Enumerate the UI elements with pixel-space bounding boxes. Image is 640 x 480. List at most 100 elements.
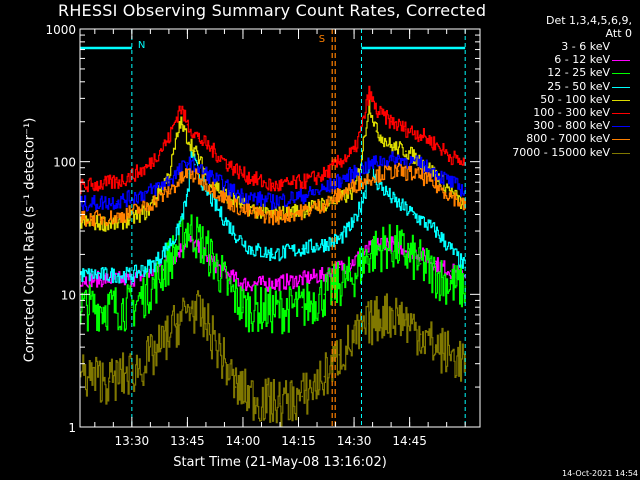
data-point-4-18 [375, 130, 378, 132]
legend-swatch-3 [612, 86, 630, 88]
data-point-2-2 [153, 283, 155, 285]
data-point-3-11 [271, 253, 274, 256]
data-point-5-9 [242, 173, 244, 176]
data-point-6-13 [353, 172, 355, 174]
data-point-7-5 [197, 177, 200, 179]
data-point-0-4 [186, 253, 189, 256]
series-line-2 [80, 214, 466, 335]
plot-clip-group [80, 29, 467, 427]
data-point-5-1 [116, 181, 118, 183]
data-point-8-19 [434, 346, 437, 348]
plot-area: NS [80, 29, 467, 427]
data-point-3-8 [219, 213, 222, 216]
data-point-8-5 [190, 306, 192, 309]
data-point-5-3 [168, 137, 170, 140]
data-point-2-4 [186, 226, 189, 229]
data-point-1-8 [242, 283, 244, 285]
y-tick-label-1: 10 [61, 288, 76, 302]
data-point-1-10 [301, 278, 304, 281]
data-point-7-16 [419, 175, 422, 177]
data-point-4-6 [194, 150, 196, 152]
data-point-4-5 [182, 130, 185, 132]
data-point-7-10 [301, 210, 304, 213]
data-point-0-3 [171, 283, 174, 285]
legend-entry-5: 100 - 300 keV [478, 106, 638, 119]
data-point-7-6 [212, 188, 215, 190]
data-point-2-16 [397, 248, 400, 250]
data-point-8-4 [175, 323, 178, 325]
data-point-8-10 [279, 402, 281, 405]
data-point-5-14 [353, 150, 355, 152]
data-point-2-19 [449, 283, 452, 285]
data-point-6-8 [242, 195, 244, 197]
data-point-8-8 [234, 386, 237, 388]
series-line-0 [80, 236, 466, 371]
data-point-6-5 [197, 168, 200, 170]
data-point-2-5 [197, 238, 200, 241]
y-tick-label-0: 1 [68, 421, 76, 435]
region-0 [80, 29, 133, 427]
data-point-5-2 [145, 166, 148, 169]
data-point-3-10 [249, 248, 252, 250]
x-tick-label-1: 13:45 [170, 434, 205, 448]
data-point-5-19 [405, 128, 407, 131]
data-point-5-22 [449, 155, 452, 157]
data-point-7-8 [242, 209, 244, 212]
region-label-0: N [138, 40, 145, 51]
data-point-8-3 [153, 354, 155, 356]
data-point-0-13 [349, 293, 352, 296]
data-point-2-13 [349, 278, 352, 281]
legend-swatch-1 [612, 60, 630, 62]
data-point-8-21 [464, 362, 467, 365]
data-point-3-20 [412, 213, 415, 216]
legend-entry-1: 6 - 12 keV [478, 53, 638, 66]
legend-entry-4: 50 - 100 keV [478, 93, 638, 106]
data-point-8-16 [382, 314, 385, 316]
data-point-5-12 [323, 173, 326, 176]
data-point-2-15 [382, 245, 385, 248]
data-point-5-4 [179, 105, 181, 108]
data-point-7-17 [434, 184, 437, 187]
series-line-6 [80, 151, 466, 212]
data-point-8-6 [205, 323, 207, 325]
data-point-3-16 [364, 190, 367, 192]
legend-entry-6: 300 - 800 keV [478, 119, 638, 132]
data-point-5-7 [212, 150, 215, 152]
legend-entry-2: 12 - 25 keV [478, 66, 638, 79]
data-point-8-13 [338, 354, 341, 356]
data-point-6-4 [186, 162, 189, 164]
legend-swatch-2 [612, 73, 630, 75]
data-point-0-10 [301, 339, 304, 342]
data-point-2-18 [434, 274, 437, 276]
data-point-4-1 [116, 223, 118, 225]
series-line-8 [80, 290, 466, 427]
legend-swatch-8 [612, 152, 630, 154]
data-point-6-6 [212, 177, 215, 179]
data-point-5-11 [301, 181, 304, 183]
data-point-8-7 [219, 354, 222, 356]
legend-swatch-4 [612, 99, 630, 101]
legend-label-4: 50 - 100 keV [540, 92, 610, 106]
data-point-4-20 [405, 150, 407, 152]
axes: 1 10 100 1000 13:30 13:45 14:00 14:15 14:30 14:45 [45, 23, 481, 448]
data-point-2-8 [242, 306, 244, 309]
data-point-2-11 [323, 293, 326, 296]
data-point-6-1 [116, 200, 118, 203]
legend-swatch-0 [611, 46, 631, 49]
legend-entry-3: 25 - 50 keV [478, 80, 638, 93]
data-point-4-4 [179, 120, 181, 123]
data-point-4-2 [145, 210, 148, 213]
data-point-6-16 [419, 163, 422, 166]
data-point-3-22 [449, 248, 452, 250]
series-line-3 [80, 151, 466, 284]
data-point-5-13 [338, 160, 341, 163]
data-point-6-7 [227, 187, 229, 190]
data-point-7-11 [323, 203, 326, 205]
data-point-8-12 [323, 375, 326, 378]
data-point-7-2 [145, 205, 148, 208]
data-point-0-14 [368, 274, 370, 276]
legend-swatch-7 [612, 139, 630, 141]
legend-header: Det 1,3,4,5,6,9, Att 0 [472, 14, 632, 40]
data-point-6-3 [168, 179, 170, 182]
